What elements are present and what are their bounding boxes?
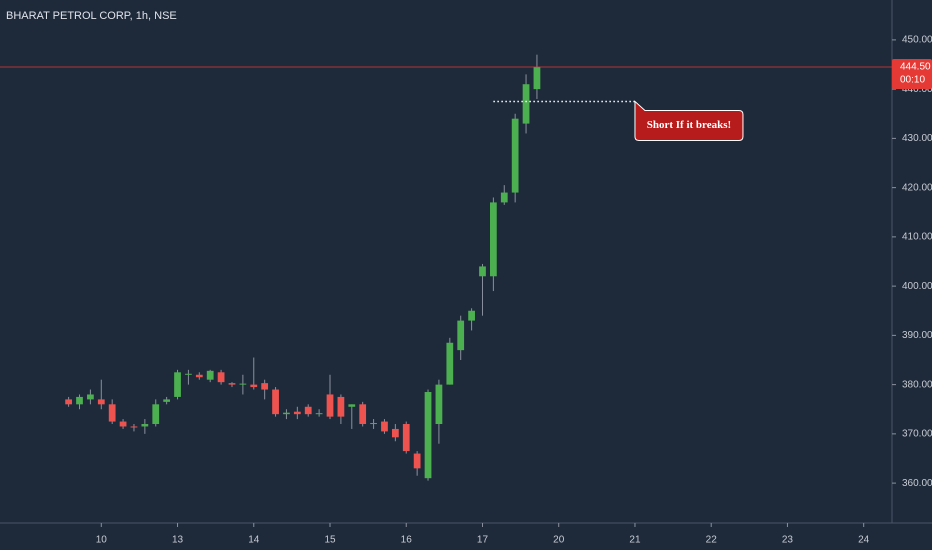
- y-tick-label: 440.00: [902, 84, 932, 95]
- candle-body: [511, 118, 519, 193]
- y-tick-label: 450.00: [902, 35, 932, 46]
- candle-body: [261, 383, 269, 390]
- candle-body: [402, 424, 410, 452]
- candle-body: [217, 372, 225, 383]
- candle-body: [152, 404, 160, 425]
- candle-body: [424, 392, 432, 479]
- y-tick-label: 410.00: [902, 232, 932, 243]
- candle-body: [435, 384, 443, 425]
- candle-body: [359, 404, 367, 425]
- x-tick-label: 10: [96, 535, 108, 546]
- candle-body: [76, 396, 83, 405]
- y-tick-label: 370.00: [902, 429, 932, 440]
- candle-body: [391, 428, 399, 438]
- y-tick-label: 390.00: [902, 330, 932, 341]
- candle-body: [195, 374, 203, 378]
- candle-body: [250, 384, 258, 388]
- candle-body: [130, 426, 138, 428]
- x-tick-label: 22: [706, 535, 718, 546]
- x-tick-label: 15: [324, 535, 336, 546]
- candle-body: [479, 266, 486, 277]
- candle-body: [490, 202, 497, 277]
- candle-body: [337, 396, 345, 417]
- x-tick-label: 23: [782, 535, 794, 546]
- candle-body: [457, 320, 465, 351]
- candle-body: [381, 421, 388, 432]
- candle-body: [239, 383, 247, 385]
- candle-body: [413, 453, 421, 469]
- candle-body: [348, 404, 356, 407]
- y-tick-label: 380.00: [902, 379, 932, 390]
- candle-body: [206, 370, 214, 380]
- candle-body: [65, 399, 72, 405]
- x-tick-label: 13: [172, 535, 184, 546]
- candle-body: [326, 394, 334, 417]
- x-tick-label: 24: [858, 535, 870, 546]
- candle-body: [185, 373, 192, 375]
- candle-body: [293, 411, 301, 415]
- candle-body: [468, 310, 475, 321]
- y-tick-label: 400.00: [902, 281, 932, 292]
- candle-body: [370, 423, 377, 425]
- x-tick-label: 17: [477, 535, 489, 546]
- y-tick-label: 360.00: [902, 478, 932, 489]
- y-tick-label: 430.00: [902, 133, 932, 144]
- candle-body: [533, 66, 541, 90]
- candle-body: [119, 421, 127, 427]
- candle-body: [174, 372, 181, 397]
- x-tick-label: 14: [248, 535, 260, 546]
- x-tick-label: 16: [401, 535, 413, 546]
- x-tick-label: 20: [553, 535, 565, 546]
- candle-body: [87, 394, 94, 400]
- candle-body: [304, 406, 312, 415]
- countdown: 00:10: [900, 75, 925, 86]
- chart-title: BHARAT PETROL CORP, 1h, NSE: [6, 10, 177, 22]
- candle-body: [446, 342, 454, 385]
- candle-body: [163, 399, 171, 402]
- candle-body: [228, 383, 236, 385]
- annotation-text: Short If it breaks!: [647, 119, 731, 131]
- candle-body: [283, 412, 290, 415]
- last-price-label: 444.50: [900, 62, 931, 73]
- candle-body: [272, 389, 279, 415]
- candle-body: [500, 192, 508, 203]
- candle-body: [108, 404, 116, 422]
- candle-body: [141, 424, 149, 427]
- x-tick-label: 21: [629, 535, 641, 546]
- candle-body: [315, 413, 323, 415]
- candle-body: [97, 399, 105, 405]
- callout-box: [634, 100, 744, 141]
- y-tick-label: 420.00: [902, 182, 932, 193]
- candle-body: [522, 84, 530, 124]
- last-price-badge: [892, 58, 932, 89]
